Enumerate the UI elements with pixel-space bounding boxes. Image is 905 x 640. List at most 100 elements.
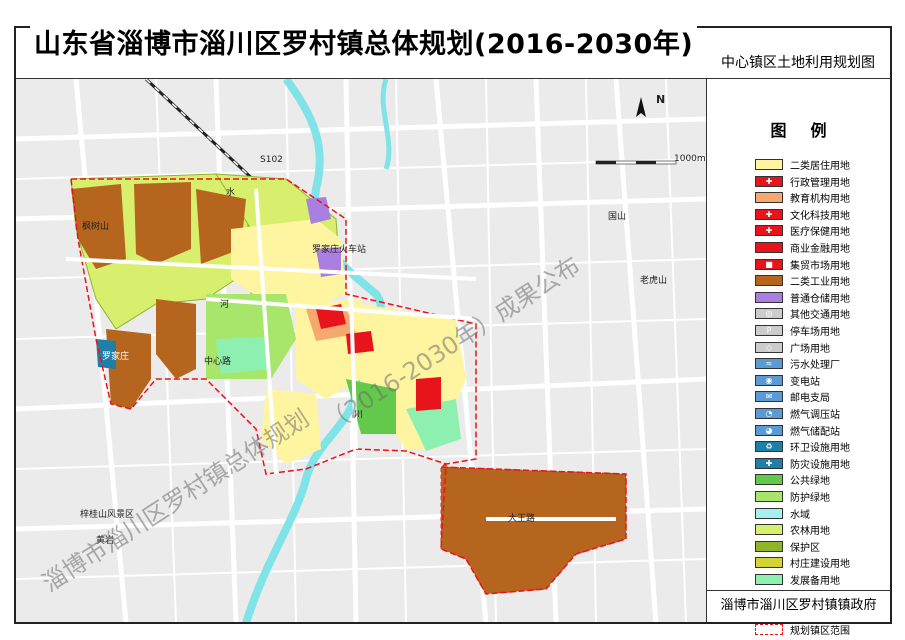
legend-panel: 图例 二类居住用地 ✚ 行政管理用地 教育机构用地 ✚ 文化科技用地 ✚ 医疗保健用地 商业金融… <box>706 78 890 637</box>
legend-label: 公共绿地 <box>790 476 830 488</box>
legend-swatch: ✚ <box>755 457 783 469</box>
legend-label: 规划镇区范围 <box>790 625 850 637</box>
legend-label: 医疗保健用地 <box>790 227 850 239</box>
scale-label: 1000m <box>674 154 706 164</box>
legend-swatch <box>755 159 783 170</box>
legend-swatch: ■ <box>755 258 783 270</box>
river-label-he: 河 <box>220 300 230 310</box>
legend-swatch <box>755 192 783 204</box>
legend-item: ♻ 环卫设施用地 <box>755 440 850 455</box>
north-arrow <box>636 97 646 117</box>
legend-title: 图例 <box>770 121 851 140</box>
legend-label: 污水处理厂 <box>790 360 840 372</box>
industrial-south <box>440 466 627 595</box>
legend-item: 防护绿地 <box>755 490 830 504</box>
legend-item: ✉ 邮电支局 <box>755 390 830 405</box>
legend-swatch <box>755 623 783 635</box>
legend-label: 广场用地 <box>790 343 830 355</box>
legend-item: 商业金融用地 <box>755 241 850 255</box>
legend-item: ✚ 文化科技用地 <box>755 208 850 222</box>
legend-label: 环卫设施用地 <box>790 443 850 455</box>
legend-swatch <box>755 242 783 253</box>
legend-swatch: P <box>755 325 783 336</box>
industrial-nw1 <box>71 184 126 269</box>
map-title: 山东省淄博市淄川区罗村镇总体规划(2016-2030年) <box>30 22 698 61</box>
legend-item: 规划镇区范围 <box>755 623 850 637</box>
legend-swatch: ◎ <box>755 308 783 320</box>
legend-item: ◕ 燃气储配站 <box>755 424 840 438</box>
legend-item: 发展备用地 <box>755 573 840 587</box>
legend-label: 停车场用地 <box>790 327 840 338</box>
legend-swatch <box>755 574 783 585</box>
legend-item: 普通仓储用地 <box>755 291 850 305</box>
legend-label: 农林用地 <box>790 526 830 538</box>
legend-item: 教育机构用地 <box>755 191 850 206</box>
map-subtitle: 中心镇区土地利用规划图 <box>721 55 875 71</box>
residential-south <box>261 389 321 464</box>
road-label-dawang: 大王路 <box>508 514 536 524</box>
legend-label: 二类工业用地 <box>790 277 850 289</box>
road-label-zhongxin: 中心路 <box>204 357 232 367</box>
legend-item: ◎ 其他交通用地 <box>755 307 850 322</box>
legend-swatch <box>755 291 783 303</box>
land-use-map[interactable]: N 1000m S102 罗家庄火车站 国山 老虎山 枫树山 梓桂山风景区 黄岩… <box>16 78 706 622</box>
legend-label: 其他交通用地 <box>790 310 850 322</box>
commercial-east <box>416 377 441 411</box>
legend-item: ◔ 燃气调压站 <box>755 407 840 421</box>
legend-swatch <box>755 491 783 502</box>
legend-swatch: ✚ <box>755 225 783 237</box>
legend-item: 保护区 <box>755 540 820 554</box>
legend-swatch <box>755 557 783 569</box>
legend-label: 集贸市场用地 <box>790 260 850 272</box>
industrial-w1 <box>156 299 196 379</box>
legend-label: 行政管理用地 <box>790 177 850 189</box>
reserve-west <box>216 337 271 374</box>
legend-label: 变电站 <box>790 376 820 388</box>
legend-swatch: ◔ <box>755 408 783 419</box>
legend-swatch <box>755 524 783 536</box>
legend-swatch: ◇ <box>755 341 783 353</box>
station-label: 罗家庄火车站 <box>312 245 367 255</box>
legend-label: 普通仓储用地 <box>790 293 850 305</box>
legend-label: 商业金融用地 <box>790 244 850 255</box>
legend-label: 教育机构用地 <box>790 194 850 206</box>
legend-item: 公共绿地 <box>755 473 830 488</box>
legend-label: 保护区 <box>790 542 820 554</box>
mountain-label-guoshan: 国山 <box>608 212 627 222</box>
village-label-huangyan: 黄岩 <box>96 536 115 546</box>
main-roads <box>65 188 616 521</box>
legend-item: 村庄建设用地 <box>755 556 850 571</box>
legend-label: 二类居住用地 <box>790 161 850 172</box>
legend-swatch <box>755 275 783 287</box>
legend-item: 水域 <box>755 507 810 521</box>
industrial-nw2 <box>134 182 191 264</box>
legend-swatch: ♻ <box>755 441 783 453</box>
map-canvas <box>16 79 706 622</box>
town-label-luojia: 罗家庄 <box>102 352 130 362</box>
reserve-east <box>406 399 461 451</box>
legend-item: ✚ 防灾设施用地 <box>755 457 850 471</box>
legend-item: 二类工业用地 <box>755 274 850 289</box>
legend-swatch: ◉ <box>755 374 783 386</box>
river-label-shui: 水 <box>226 188 236 198</box>
legend-label: 邮电支局 <box>790 393 830 405</box>
legend-swatch <box>755 540 783 552</box>
legend-label: 防灾设施用地 <box>790 459 850 471</box>
legend-label: 燃气调压站 <box>790 410 840 421</box>
planning-boundary <box>70 178 627 595</box>
industrial-w2 <box>106 329 151 409</box>
legend-label: 发展备用地 <box>790 576 840 587</box>
legend-item: ◇ 广场用地 <box>755 341 830 355</box>
legend-label: 防护绿地 <box>790 493 830 504</box>
park-center <box>346 379 396 434</box>
legend-swatch: ✚ <box>755 208 783 220</box>
legend-item: ◉ 变电站 <box>755 374 820 388</box>
legend-label: 水域 <box>790 509 810 521</box>
legend-swatch: ✉ <box>755 391 783 403</box>
legend-label: 文化科技用地 <box>790 210 850 222</box>
legend-label: 村庄建设用地 <box>790 559 850 571</box>
legend-item: ■ 集贸市场用地 <box>755 258 850 272</box>
legend-item: ≈ 污水处理厂 <box>755 357 840 372</box>
legend-item: ✚ 行政管理用地 <box>755 175 850 189</box>
scenic-area-label: 梓桂山风景区 <box>80 510 135 520</box>
